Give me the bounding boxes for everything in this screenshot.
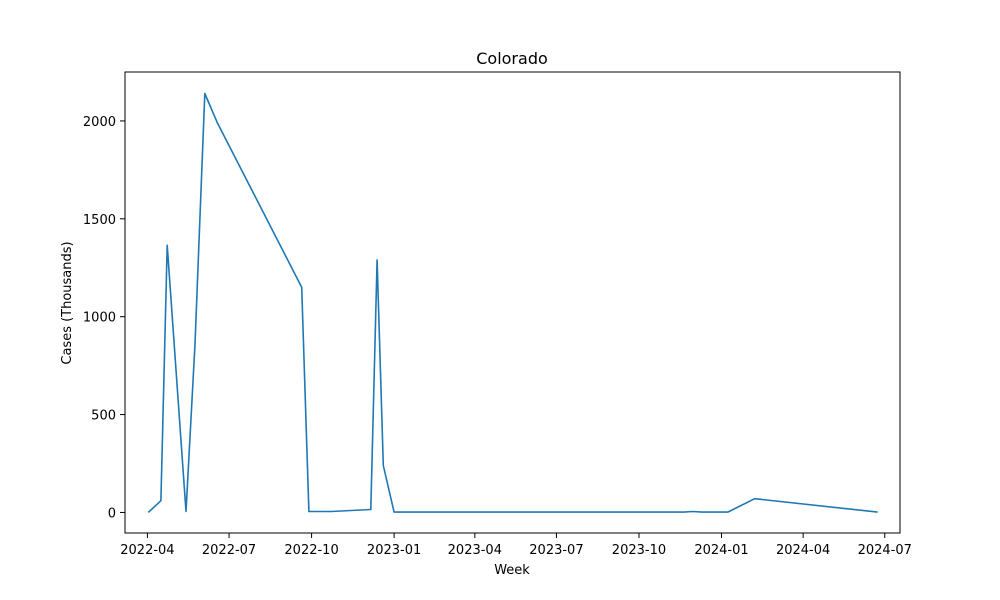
y-tick-label: 2000 [83,115,116,130]
y-tick-label: 0 [108,506,116,521]
y-tick-label: 1500 [83,213,116,228]
x-tick-label: 2024-01 [694,543,748,558]
x-tick-label: 2023-10 [612,543,666,558]
y-axis: 0 500 1000 1500 2000 [83,115,125,521]
series-line-0 [147,92,878,513]
x-tick-label: 2024-07 [858,543,912,558]
y-axis-label: Cases (Thousands) [60,241,75,364]
x-tick-label: 2022-07 [202,543,256,558]
x-tick-label: 2024-04 [776,543,830,558]
plot-area-frame [124,71,901,534]
y-tick-label: 500 [91,409,116,424]
x-tick-label: 2023-07 [529,543,583,558]
y-tick-label: 1000 [83,311,116,326]
chart-title: Colorado [476,49,548,68]
x-tick-label: 2022-10 [284,543,338,558]
x-tick-label: 2023-01 [367,543,421,558]
series-layer [147,92,878,513]
x-axis: 2022-04 2022-07 2022-10 2023-01 2023-04 2023-… [120,533,912,558]
x-tick-label: 2023-04 [448,543,502,558]
x-tick-label: 2022-04 [120,543,174,558]
x-axis-label: Week [494,563,530,578]
